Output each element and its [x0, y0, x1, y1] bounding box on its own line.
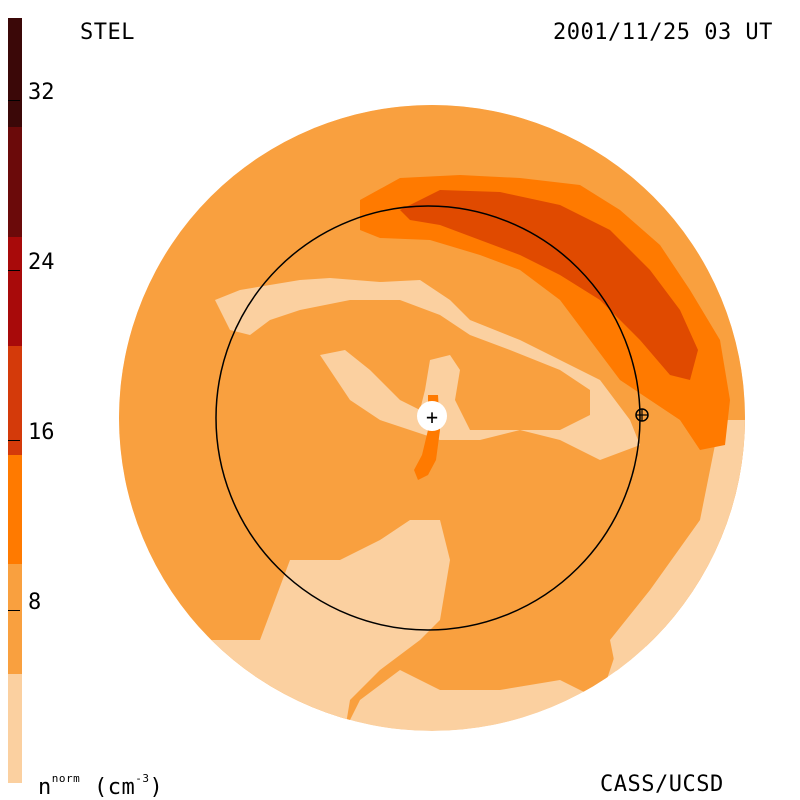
colorbar-tick-label: 16: [28, 420, 55, 445]
colorbar-tick: [8, 100, 20, 101]
timestamp-label: 2001/11/25 03 UT: [553, 20, 773, 45]
sun-plus: +: [426, 405, 438, 429]
colorbar-tick-label: 24: [28, 250, 55, 275]
unit-base: n: [38, 775, 52, 800]
unit-close: ): [149, 775, 164, 800]
unit-paren: (cm: [94, 775, 136, 800]
high-density-band: [400, 190, 698, 380]
colorbar-segment: [8, 455, 22, 565]
colorbar-tick-label: 32: [28, 80, 55, 105]
colorbar-segment: [8, 345, 22, 456]
colorbar-segment: [8, 18, 22, 128]
colorbar-tick: [8, 610, 20, 611]
colorbar-tick-label: 8: [28, 590, 42, 615]
sun-marker: [417, 401, 447, 431]
colorbar-segment: [8, 236, 22, 346]
colorbar-tick: [8, 270, 20, 271]
colorbar-segment: [8, 564, 22, 674]
colorbar: [8, 18, 22, 783]
colorbar-tick: [8, 440, 20, 441]
colorbar-segment: [8, 673, 22, 783]
source-label: STEL: [80, 20, 135, 45]
unit-label: nnorm (cm-3): [38, 772, 163, 800]
unit-exp: -3: [135, 772, 150, 785]
credit-label: CASS/UCSD: [600, 772, 724, 797]
orbit-circle: [215, 205, 641, 631]
earth-marker: [635, 408, 649, 422]
unit-sup: norm: [51, 772, 81, 785]
colorbar-segment: [8, 127, 22, 237]
